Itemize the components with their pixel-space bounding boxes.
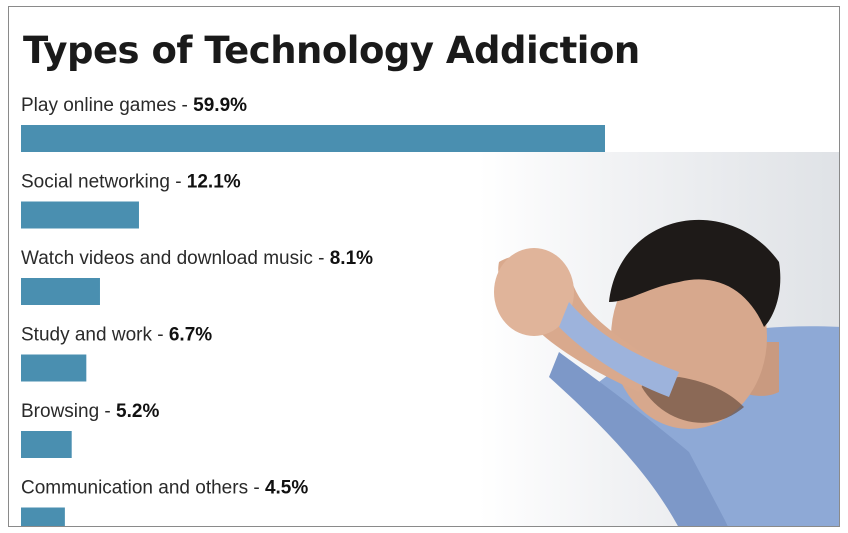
- bar-social-networking: [21, 201, 139, 229]
- category-name-study-and-work: Study and work -: [21, 325, 169, 346]
- category-name-communication-and-others: Communication and others -: [21, 478, 265, 499]
- category-label-communication-and-others: Communication and others - 4.5%: [21, 478, 308, 499]
- category-name-play-online-games: Play online games -: [21, 95, 193, 116]
- bar-play-online-games: [21, 125, 605, 152]
- category-name-browsing: Browsing -: [21, 401, 116, 422]
- value-label-play-online-games: 59.9%: [193, 95, 247, 116]
- value-label-watch-videos-and-download-music: 8.1%: [330, 248, 373, 269]
- value-label-browsing: 5.2%: [116, 401, 159, 422]
- value-label-study-and-work: 6.7%: [169, 325, 212, 346]
- bar-communication-and-others: [21, 507, 65, 526]
- value-label-communication-and-others: 4.5%: [265, 478, 308, 499]
- man-illustration: [494, 219, 839, 526]
- category-name-social-networking: Social networking -: [21, 172, 187, 193]
- category-label-play-online-games: Play online games - 59.9%: [21, 95, 247, 116]
- category-label-social-networking: Social networking - 12.1%: [21, 172, 241, 193]
- bar-browsing: [21, 431, 72, 458]
- bar-watch-videos-and-download-music: [21, 278, 100, 305]
- value-label-social-networking: 12.1%: [187, 172, 241, 193]
- chart-title: Types of Technology Addiction: [23, 29, 640, 72]
- category-label-study-and-work: Study and work - 6.7%: [21, 325, 212, 346]
- category-label-watch-videos-and-download-music: Watch videos and download music - 8.1%: [21, 248, 373, 269]
- infographic-frame: Types of Technology Addiction Play onlin…: [8, 6, 840, 527]
- bar-chart: Play online games - 59.9% Social networki…: [21, 95, 605, 526]
- bar-study-and-work: [21, 354, 87, 382]
- man-leaning-on-wall-photo: [479, 152, 839, 526]
- category-name-watch-videos-and-download-music: Watch videos and download music -: [21, 248, 330, 269]
- category-label-browsing: Browsing - 5.2%: [21, 401, 159, 422]
